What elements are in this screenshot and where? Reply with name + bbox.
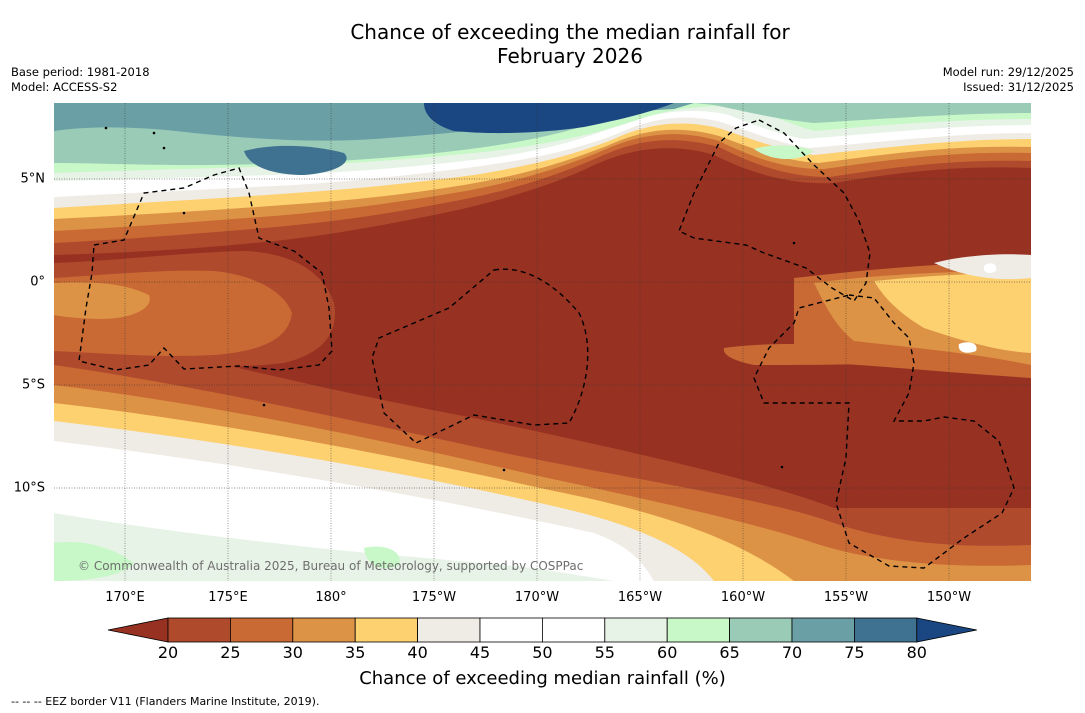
colorbar-segment <box>729 617 793 643</box>
map-title: Chance of exceeding the median rainfall … <box>0 20 1085 68</box>
colorbar-tick-label: 30 <box>282 643 303 662</box>
colorbar-segment <box>417 617 481 643</box>
colorbar-tick-label: 50 <box>532 643 553 662</box>
colorbar-segment <box>541 617 606 643</box>
map-svg <box>54 103 1031 581</box>
colorbar-segment <box>292 617 356 643</box>
lat-label-5n: 5°N <box>20 171 46 187</box>
colorbar-tick-label: 75 <box>844 643 865 662</box>
east-band-30-tongue <box>723 343 934 365</box>
island-dot <box>792 241 796 245</box>
colorbar-extend-low <box>107 617 169 643</box>
title-line-2: February 2026 <box>497 44 643 68</box>
copyright-notice: © Commonwealth of Australia 2025, Bureau… <box>78 559 584 573</box>
north-band-80-west <box>244 145 347 175</box>
east-white-spot-2 <box>958 342 977 353</box>
eez-border-line-islands <box>678 119 871 302</box>
issued-date: Issued: 31/12/2025 <box>963 80 1074 94</box>
colorbar <box>107 617 977 643</box>
colorbar-segment <box>354 617 418 643</box>
colorbar-label: Chance of exceeding median rainfall (%) <box>359 668 726 689</box>
lon-label-170w: 170°W <box>514 590 560 605</box>
lon-label-155w: 155°W <box>823 590 869 605</box>
lon-label-165w: 165°W <box>617 590 663 605</box>
eez-border-phoenix <box>371 268 589 444</box>
colorbar-tick-label: 20 <box>157 643 179 662</box>
colorbar-segment <box>167 617 231 643</box>
colorbar-segment <box>604 617 668 643</box>
colorbar-segment <box>854 617 918 643</box>
island-dot <box>780 465 784 469</box>
south-green-patch-1 <box>54 513 614 581</box>
island-dot <box>262 403 266 407</box>
islands <box>104 126 796 472</box>
island-dot <box>152 131 156 135</box>
colorbar-segment <box>479 617 543 643</box>
lon-label-175w: 175°W <box>411 590 457 605</box>
colorbar-tick-label: 55 <box>594 643 615 662</box>
eez-footnote: -- -- -- EEZ border V11 (Flanders Marine… <box>11 695 320 708</box>
east-band-45 <box>934 254 1031 280</box>
lon-label-160w: 160°W <box>720 590 766 605</box>
island-dot <box>182 211 186 215</box>
title-line-1: Chance of exceeding the median rainfall … <box>350 20 790 44</box>
east-white-spot-1 <box>983 263 997 274</box>
west-band-35 <box>54 282 150 319</box>
graticule <box>54 103 1031 581</box>
east-band-40 <box>874 273 1031 353</box>
colorbar-segment <box>791 617 855 643</box>
island-dot <box>162 146 166 150</box>
colorbar-tick-label: 80 <box>906 643 927 662</box>
south-green-patch-3 <box>364 546 400 569</box>
rainfall-map: © Commonwealth of Australia 2025, Bureau… <box>54 103 1031 581</box>
island-dot <box>104 126 108 130</box>
lon-label-170e: 170°E <box>105 590 145 605</box>
north-band-80 <box>424 103 674 134</box>
meta-left: Base period: 1981-2018 Model: ACCESS-S2 <box>11 65 150 95</box>
lon-label-150w: 150°W <box>926 590 972 605</box>
lon-label-175e: 175°E <box>208 590 248 605</box>
base-period: Base period: 1981-2018 <box>11 65 150 79</box>
model-name: Model: ACCESS-S2 <box>11 80 118 94</box>
lon-label-180: 180° <box>315 590 347 605</box>
colorbar-tick-label: 25 <box>220 643 241 662</box>
island-dot <box>502 468 506 472</box>
colorbar-tick-label: 45 <box>469 643 491 662</box>
colorbar-tick-label: 70 <box>781 643 803 662</box>
lat-label-10s: 10°S <box>13 480 45 496</box>
colorbar-segment <box>230 617 294 643</box>
eez-border-kiribati-west <box>78 167 333 371</box>
eez-border-polynesia <box>753 294 1015 569</box>
south-green-patch-2 <box>54 542 134 581</box>
colorbar-segment <box>666 617 731 643</box>
colorbar-extend-high <box>916 617 977 643</box>
eez-borders <box>78 119 1015 569</box>
colorbar-tick-label: 35 <box>345 643 366 662</box>
lat-label-5s: 5°S <box>21 377 45 393</box>
model-run: Model run: 29/12/2025 <box>942 65 1074 79</box>
colorbar-tick-label: 40 <box>407 643 428 662</box>
lat-label-0: 0° <box>30 274 45 290</box>
meta-right: Model run: 29/12/2025 Issued: 31/12/2025 <box>943 65 1074 95</box>
colorbar-tick-label: 65 <box>719 643 740 662</box>
colorbar-tick-label: 60 <box>657 643 678 662</box>
